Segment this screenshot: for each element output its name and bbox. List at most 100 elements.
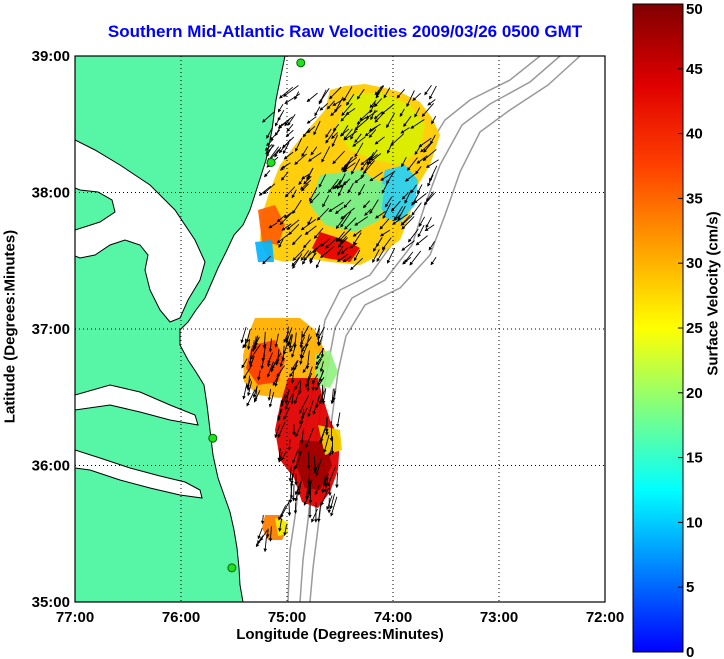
velocity-vector [380,103,395,115]
velocity-vector [287,334,292,346]
velocity-vector [325,128,337,144]
colorbar-tick-label: 15 [686,450,703,467]
velocity-vector [305,350,310,370]
velocity-vector [318,390,325,405]
velocity-vector [268,391,275,408]
velocity-vector [363,160,375,175]
velocity-patch-north-green [310,170,385,232]
velocity-vector [341,102,353,117]
velocity-vector [246,389,256,407]
velocity-vector [277,408,282,422]
velocity-vector [279,86,293,99]
velocity-vectors [240,85,439,553]
velocity-vector [343,86,353,102]
velocity-vector [382,202,392,220]
velocity-vector [369,154,378,161]
velocity-patch-south-dark [296,440,332,490]
latitude-tick-label: 39:00 [32,48,70,65]
velocity-vector [298,382,302,395]
velocity-vector [300,250,310,261]
velocity-vector [287,500,292,517]
colorbar-tick-label: 0 [686,644,694,659]
velocity-vector [351,158,361,175]
velocity-vector [375,85,385,99]
velocity-vector [317,503,322,523]
map-title: Southern Mid-Atlantic Raw Velocities 200… [107,22,583,41]
velocity-vector [354,118,369,131]
velocity-vector [340,235,347,244]
velocity-vector [243,367,251,380]
velocity-vector [326,100,335,110]
longitude-tick-label: 74:00 [374,609,412,626]
velocity-vector [285,129,294,138]
velocity-vector [331,132,339,140]
map-grid [75,56,605,602]
velocity-vector [429,165,438,182]
velocity-vector [404,173,416,182]
velocity-vector [422,148,437,162]
velocity-vector [417,224,425,238]
velocity-vector [340,124,349,137]
velocity-vector [370,109,376,121]
velocity-vector [294,392,300,405]
longitude-tick-label: 77:00 [56,609,94,626]
velocity-vector [312,394,321,415]
velocity-vector [292,449,299,464]
velocity-vector [266,358,271,368]
velocity-vector [268,526,273,542]
velocity-vector [246,339,251,350]
velocity-vector [264,144,273,151]
velocity-vector [415,166,422,175]
velocity-vector [303,247,318,261]
velocity-vector [373,111,383,120]
velocity-vector [292,199,302,215]
velocity-vector [407,157,418,171]
velocity-vector [320,384,324,403]
velocity-vector [290,371,295,384]
velocity-vector [284,186,296,198]
velocity-vector [257,370,261,381]
velocity-vector [299,330,304,349]
velocity-vector [350,123,359,140]
velocity-vector [283,85,299,97]
longitude-tick-label: 73:00 [480,609,518,626]
velocity-vector [352,230,362,237]
velocity-vector [387,247,396,264]
velocity-vector [342,256,352,263]
velocity-vector [410,184,417,194]
velocity-vector [293,332,297,349]
velocity-vector [259,529,268,542]
longitude-ticks: 77:00 76:00 75:00 74:00 73:00 72:00 [56,609,624,626]
longitude-tick-label: 72:00 [586,609,624,626]
colorbar-tick-label: 5 [686,579,694,596]
radar-stations [208,58,306,573]
latitude-tick-label: 38:00 [32,185,70,202]
velocity-vector [362,200,371,209]
velocity-vector [277,103,284,113]
velocity-vector [291,234,303,246]
velocity-vector [300,179,312,190]
colorbar-label: Surface Velocity (cm/s) [704,211,722,376]
velocity-vector [344,217,357,230]
velocity-vector [412,92,422,101]
x-axis-label: Longitude (Degrees:Minutes) [236,626,444,643]
velocity-vector [277,421,286,438]
velocity-vector [266,127,273,139]
velocity-vector [257,527,263,540]
velocity-vector [306,366,313,383]
velocity-vector [294,485,300,502]
velocity-vector [274,333,279,348]
velocity-vector [319,102,329,111]
velocity-vector [323,434,330,454]
velocity-vector [411,191,421,206]
velocity-vector [430,256,437,266]
velocity-vector [315,376,325,391]
velocity-vector [302,127,311,138]
velocity-vector [373,98,383,108]
velocity-vector [276,214,286,223]
velocity-vector [420,142,432,153]
velocity-vector [287,439,292,451]
velocity-vector [330,391,337,405]
velocity-vector [258,185,272,196]
velocity-vector [415,235,428,246]
